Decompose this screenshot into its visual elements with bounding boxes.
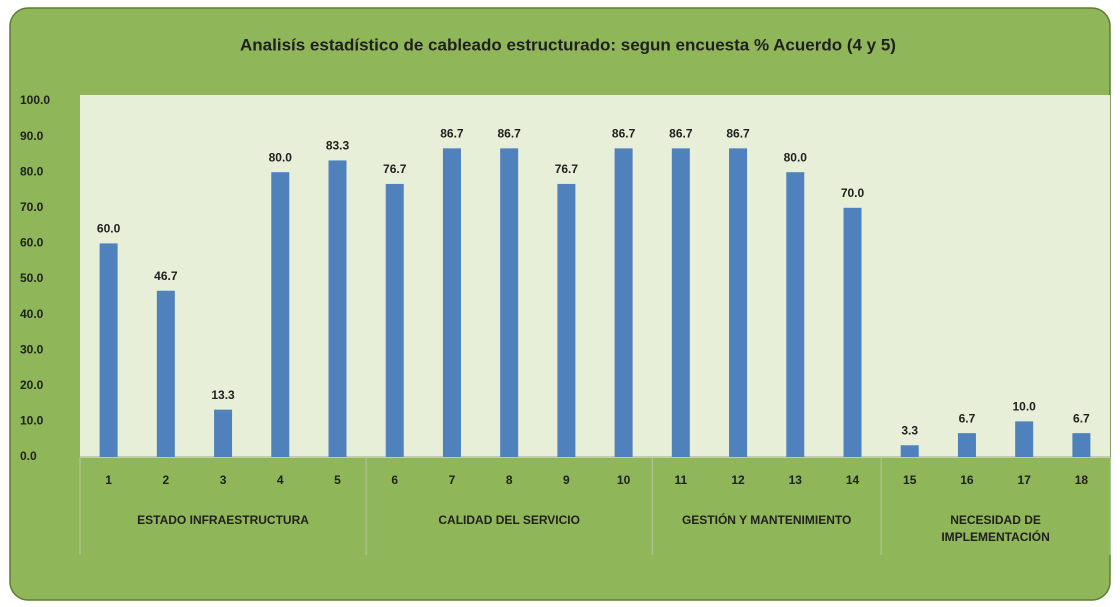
x-tick-label: 12 (731, 473, 745, 487)
x-tick-label: 15 (903, 473, 917, 487)
y-tick-label: 100.0 (20, 93, 50, 107)
group-label: GESTIÓN Y MANTENIMIENTO (681, 513, 852, 527)
bar (729, 148, 748, 457)
value-label: 6.7 (959, 411, 976, 425)
value-label: 86.7 (612, 127, 636, 141)
value-label: 76.7 (555, 162, 579, 176)
value-label: 80.0 (784, 150, 808, 164)
bar (214, 409, 233, 457)
chart-title: Analisís estadístico de cableado estruct… (240, 35, 896, 54)
bar (328, 160, 347, 457)
y-tick-label: 20.0 (20, 378, 44, 392)
x-tick-label: 4 (277, 473, 284, 487)
bar (900, 445, 919, 457)
y-tick-label: 80.0 (20, 164, 44, 178)
bar (385, 183, 404, 457)
value-label: 86.7 (440, 127, 464, 141)
value-label: 46.7 (154, 269, 178, 283)
y-tick-label: 0.0 (20, 449, 37, 463)
value-label: 70.0 (841, 186, 865, 200)
y-tick-label: 40.0 (20, 307, 44, 321)
x-tick-label: 16 (960, 473, 974, 487)
bar (500, 148, 519, 457)
x-tick-label: 17 (1017, 473, 1031, 487)
value-label: 13.3 (211, 388, 235, 402)
x-tick-label: 5 (334, 473, 341, 487)
bar (156, 290, 175, 457)
x-tick-label: 10 (617, 473, 631, 487)
value-label: 86.7 (497, 127, 521, 141)
x-tick-label: 6 (391, 473, 398, 487)
bar (671, 148, 690, 457)
x-tick-label: 9 (563, 473, 570, 487)
group-label: CALIDAD DEL SERVICIO (438, 513, 580, 527)
value-label: 6.7 (1073, 411, 1090, 425)
x-tick-label: 2 (162, 473, 169, 487)
value-label: 83.3 (326, 139, 350, 153)
bar (99, 243, 118, 457)
bar (614, 148, 633, 457)
y-tick-label: 50.0 (20, 271, 44, 285)
bar (442, 148, 461, 457)
bar (786, 172, 805, 457)
y-tick-label: 30.0 (20, 342, 44, 356)
value-label: 76.7 (383, 162, 407, 176)
value-label: 86.7 (726, 127, 750, 141)
group-label: NECESIDAD DE IMPLEMENTACIÓN (941, 513, 1050, 544)
x-tick-label: 18 (1075, 473, 1089, 487)
x-tick-label: 13 (789, 473, 803, 487)
value-label: 80.0 (269, 150, 293, 164)
value-label: 10.0 (1012, 400, 1036, 414)
y-tick-label: 10.0 (20, 414, 44, 428)
x-tick-label: 8 (506, 473, 513, 487)
value-label: 3.3 (901, 423, 918, 437)
x-tick-label: 1 (105, 473, 112, 487)
x-tick-label: 14 (846, 473, 860, 487)
x-tick-label: 7 (449, 473, 456, 487)
value-label: 86.7 (669, 127, 693, 141)
bar (1072, 433, 1091, 457)
group-label: ESTADO INFRAESTRUCTURA (137, 513, 309, 527)
bar (271, 172, 290, 457)
bar (1015, 421, 1034, 457)
y-tick-label: 90.0 (20, 129, 44, 143)
bar (843, 207, 862, 457)
y-tick-label: 70.0 (20, 200, 44, 214)
value-label: 60.0 (97, 222, 121, 236)
bar (557, 183, 576, 457)
x-tick-label: 3 (220, 473, 227, 487)
x-tick-label: 11 (674, 473, 687, 487)
bar (957, 433, 976, 457)
y-tick-label: 60.0 (20, 236, 44, 250)
plot-area (80, 95, 1110, 458)
